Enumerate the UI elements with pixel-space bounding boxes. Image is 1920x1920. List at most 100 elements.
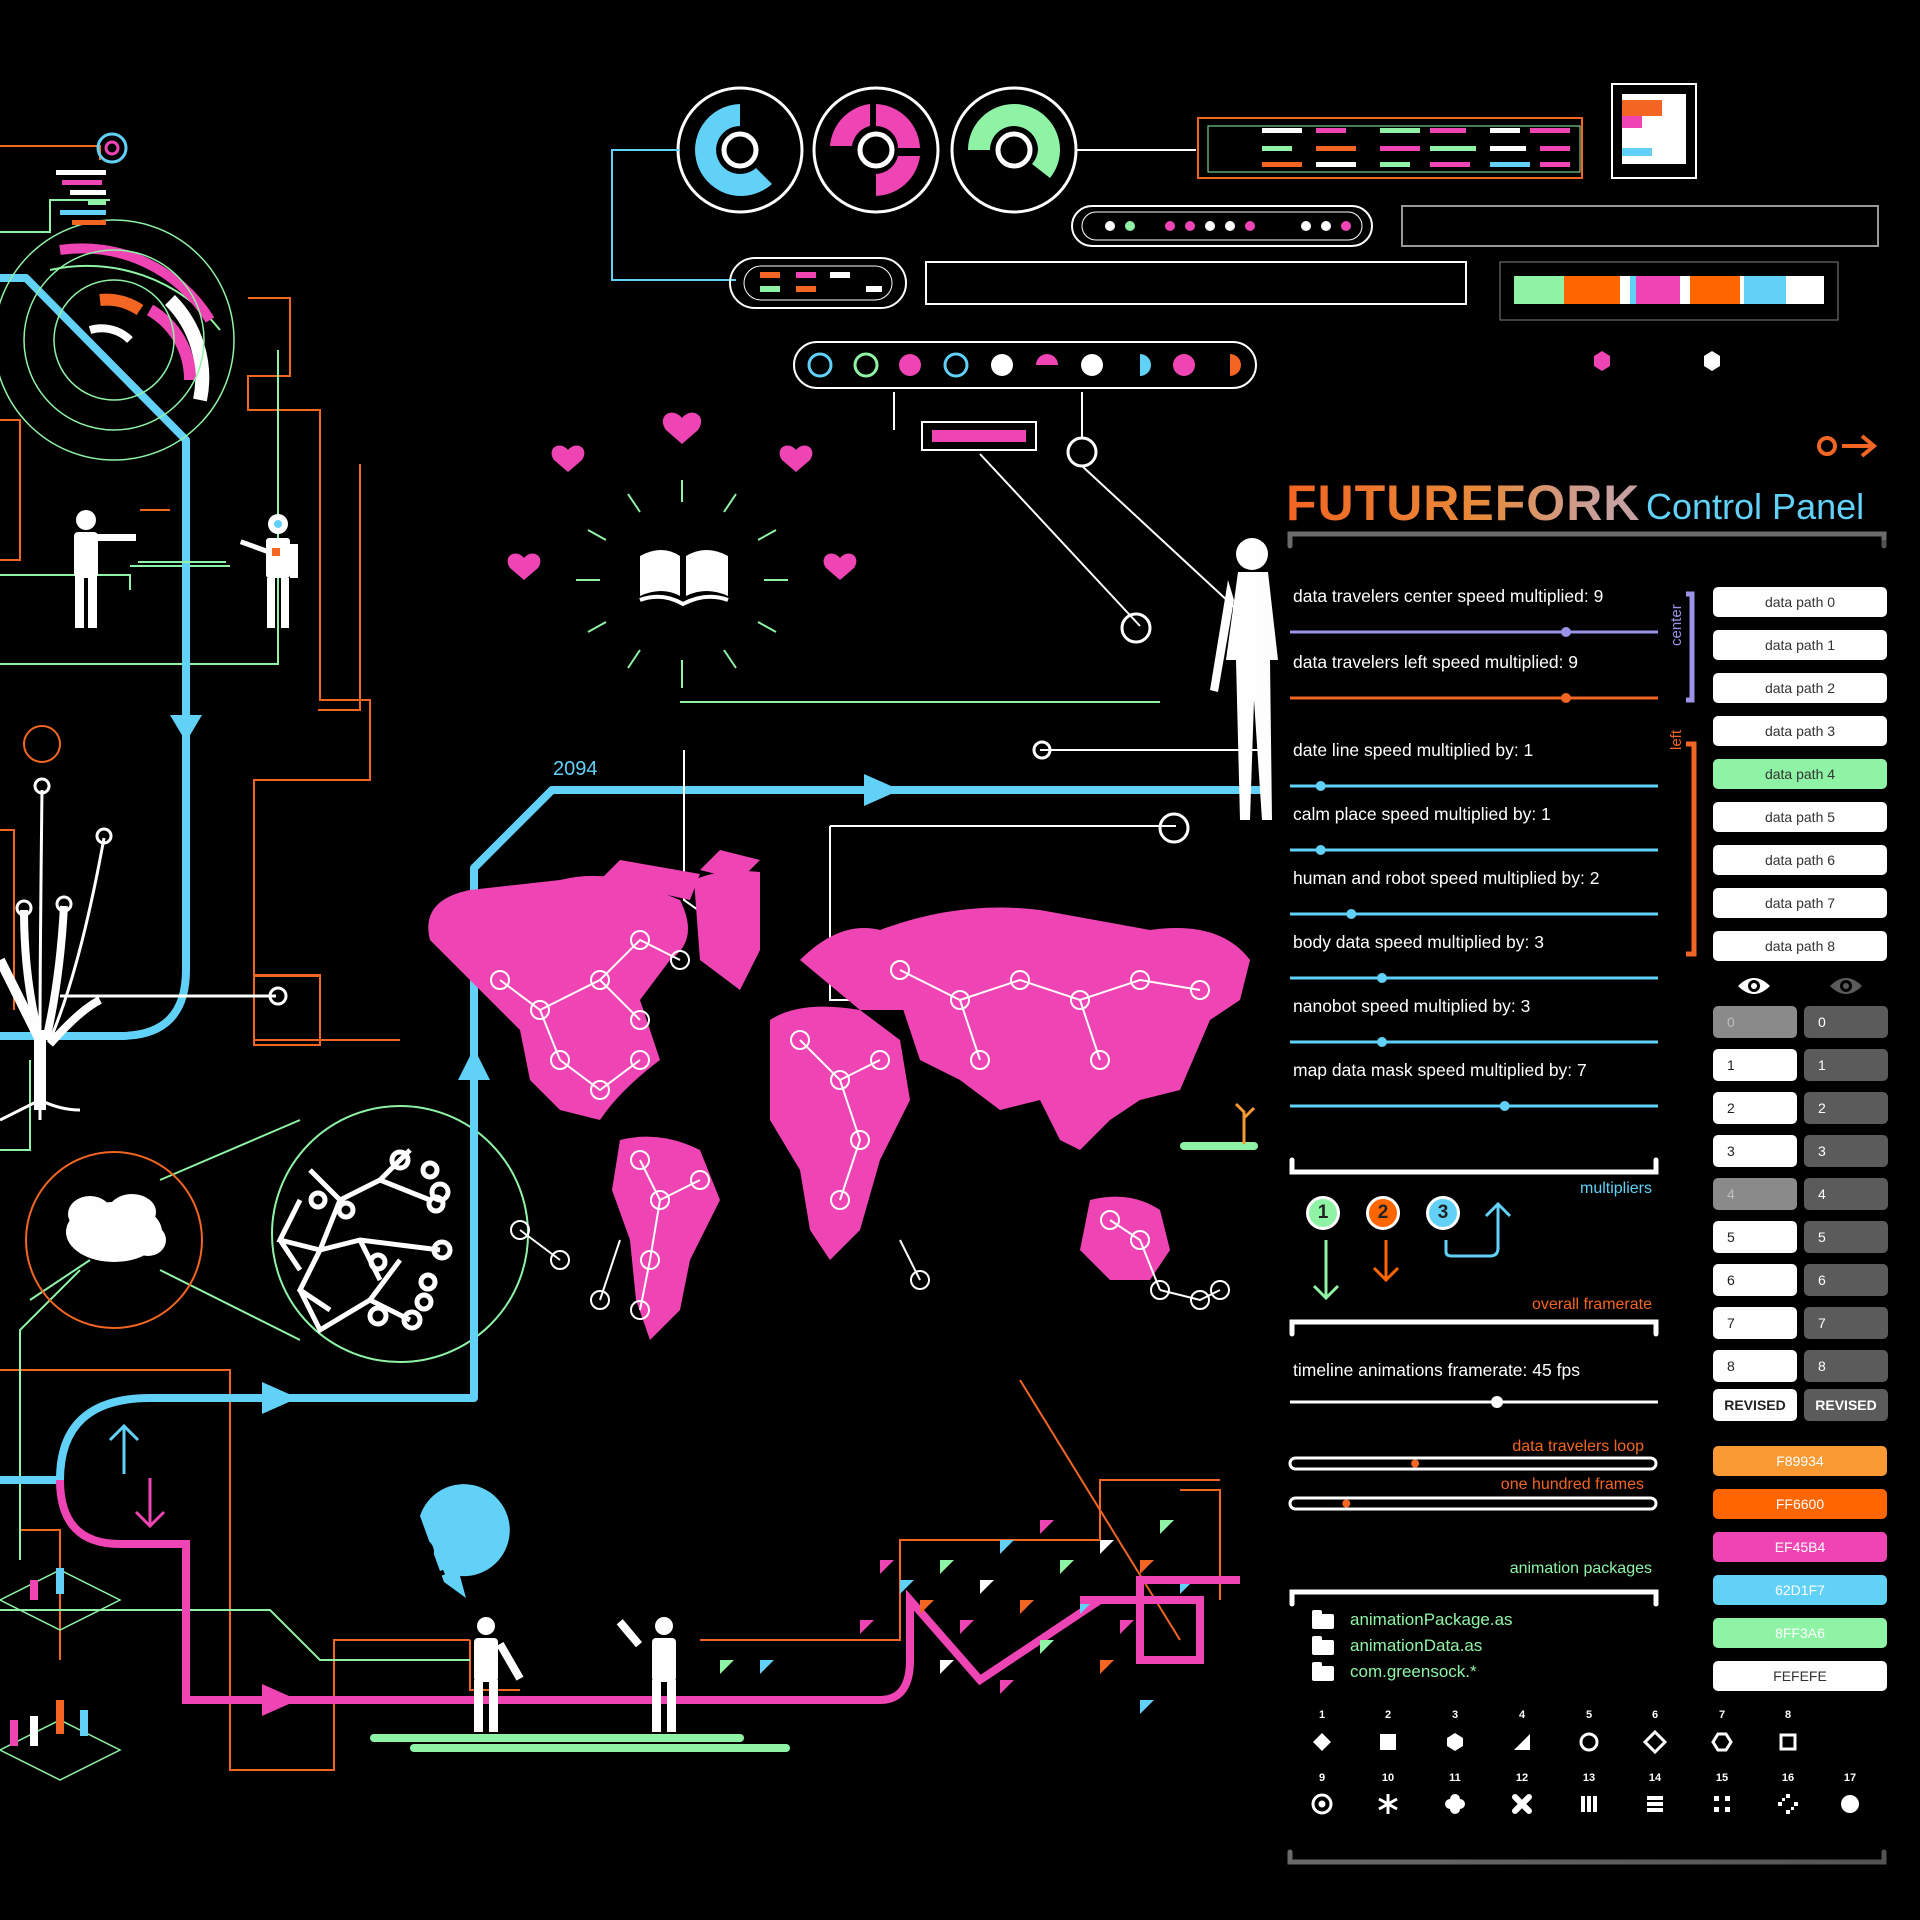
- data-path-button[interactable]: data path 3: [1713, 716, 1887, 746]
- shape-number: 1: [1318, 1709, 1326, 1721]
- number-button-right[interactable]: 4: [1804, 1178, 1888, 1210]
- number-button-right[interactable]: 7: [1804, 1307, 1888, 1339]
- shape-number: 8: [1784, 1709, 1792, 1721]
- data-path-button[interactable]: data path 4: [1713, 759, 1887, 789]
- robot-icon: [239, 514, 298, 628]
- long-bar-row: [729, 257, 1839, 321]
- number-button-left[interactable]: 1: [1713, 1049, 1797, 1081]
- color-swatch-button[interactable]: 62D1F7: [1713, 1575, 1887, 1605]
- number-label: 0: [1727, 1014, 1735, 1030]
- shape-number: 6: [1651, 1709, 1659, 1721]
- multiplier-button[interactable]: 1: [1306, 1196, 1340, 1230]
- world-map: [428, 850, 1250, 1340]
- frames-toggle[interactable]: [1288, 1496, 1660, 1512]
- book-icon: [639, 550, 729, 607]
- iso-bars: [10, 1568, 88, 1746]
- left-group-bracket: [1686, 741, 1697, 957]
- number-button-right[interactable]: 6: [1804, 1264, 1888, 1296]
- book-rays: [576, 480, 788, 688]
- revised-button-left[interactable]: REVISED: [1713, 1389, 1797, 1421]
- number-button-left[interactable]: 6: [1713, 1264, 1797, 1296]
- skull-bubble-icon: [397, 1484, 510, 1598]
- number-label: 4: [1818, 1186, 1826, 1202]
- eye-on-icon[interactable]: [1736, 974, 1772, 998]
- folder-icon: [1312, 1636, 1334, 1655]
- shape-number: 16: [1781, 1772, 1795, 1784]
- heart-icons: [507, 412, 857, 580]
- number-label: 6: [1818, 1272, 1826, 1288]
- multiplier-button[interactable]: 3: [1426, 1196, 1460, 1230]
- shape-number: 17: [1843, 1772, 1857, 1784]
- number-button-left[interactable]: 3: [1713, 1135, 1797, 1167]
- data-path-button[interactable]: data path 6: [1713, 845, 1887, 875]
- number-label: 1: [1727, 1057, 1735, 1073]
- framerate-slider[interactable]: [1288, 1392, 1660, 1412]
- number-button-right[interactable]: 5: [1804, 1221, 1888, 1253]
- shape-number: 15: [1715, 1772, 1729, 1784]
- speed-slider-label: nanobot speed multiplied by: 3: [1293, 996, 1531, 1016]
- hand-node: [268, 986, 288, 1006]
- eye-off-icon[interactable]: [1828, 974, 1864, 998]
- frames-label: one hundred frames: [1500, 1476, 1644, 1493]
- ground-bar: [370, 1734, 744, 1742]
- top-bar-charts: [1197, 83, 1697, 179]
- stripe-tag: [921, 421, 1037, 451]
- number-label: 8: [1818, 1358, 1826, 1374]
- number-button-right[interactable]: 2: [1804, 1092, 1888, 1124]
- data-path-button[interactable]: data path 7: [1713, 888, 1887, 918]
- number-label: 2: [1818, 1100, 1826, 1116]
- shape-number: 11: [1449, 1772, 1461, 1784]
- number-button-left[interactable]: 7: [1713, 1307, 1797, 1339]
- color-swatch-button[interactable]: 8FF3A6: [1713, 1618, 1887, 1648]
- shape-number: 4: [1518, 1709, 1526, 1721]
- revised-button-right[interactable]: REVISED: [1804, 1389, 1888, 1421]
- center-group-label: center: [1668, 604, 1685, 646]
- multiplier-button[interactable]: 2: [1366, 1196, 1400, 1230]
- shape-number: 9: [1318, 1772, 1326, 1784]
- number-button-left[interactable]: 4: [1713, 1178, 1797, 1210]
- multipliers-label: multipliers: [1579, 1180, 1652, 1197]
- number-button-left[interactable]: 2: [1713, 1092, 1797, 1124]
- color-swatch-button[interactable]: FEFEFE: [1713, 1661, 1887, 1691]
- color-swatch-button[interactable]: F89934: [1713, 1446, 1887, 1476]
- pink-timeline: [56, 1479, 1103, 1704]
- radar-bars: [56, 170, 106, 225]
- color-swatch-button[interactable]: FF6600: [1713, 1489, 1887, 1519]
- data-path-button[interactable]: data path 8: [1713, 931, 1887, 961]
- number-button-left[interactable]: 0: [1713, 1006, 1797, 1038]
- package-file-link[interactable]: animationData.as: [1350, 1636, 1483, 1655]
- data-path-button[interactable]: data path 5: [1713, 802, 1887, 832]
- number-label: 7: [1818, 1315, 1826, 1331]
- package-file-link[interactable]: animationPackage.as: [1350, 1610, 1513, 1629]
- iso-grid: [0, 1569, 122, 1781]
- number-button-right[interactable]: 8: [1804, 1350, 1888, 1382]
- number-button-left[interactable]: 8: [1713, 1350, 1797, 1382]
- travelers-loop-toggle[interactable]: [1288, 1456, 1660, 1472]
- data-path-button[interactable]: data path 0: [1713, 587, 1887, 617]
- multiplier-arrows: [1312, 1201, 1512, 1301]
- number-button-right[interactable]: 0: [1804, 1006, 1888, 1038]
- package-file-link[interactable]: com.greensock.*: [1350, 1662, 1477, 1681]
- color-swatch-button[interactable]: EF45B4: [1713, 1532, 1887, 1562]
- gear-arrow-icon: [1817, 434, 1878, 458]
- data-path-button[interactable]: data path 2: [1713, 673, 1887, 703]
- shape-number: 12: [1515, 1772, 1529, 1784]
- speed-slider-label: data travelers center speed multiplied: …: [1293, 586, 1604, 606]
- person-pointing-icon: [74, 510, 136, 628]
- icon-capsule: [793, 341, 1720, 389]
- donut-charts: [676, 86, 1078, 214]
- packages-section-label: animation packages: [1509, 1560, 1652, 1577]
- shape-number: 10: [1381, 1772, 1395, 1784]
- up-down-arrows: [108, 1423, 166, 1529]
- neuron-tree-icon: [276, 1148, 453, 1334]
- person-waving-icon: [616, 1617, 676, 1732]
- radar-widget: [0, 132, 235, 461]
- number-button-left[interactable]: 5: [1713, 1221, 1797, 1253]
- data-path-button[interactable]: data path 1: [1713, 630, 1887, 660]
- number-label: 0: [1818, 1014, 1826, 1030]
- number-button-right[interactable]: 1: [1804, 1049, 1888, 1081]
- number-button-right[interactable]: 3: [1804, 1135, 1888, 1167]
- folder-icon: [1312, 1610, 1334, 1629]
- shape-number: 7: [1718, 1709, 1726, 1721]
- section-brackets: [1289, 1157, 1659, 1607]
